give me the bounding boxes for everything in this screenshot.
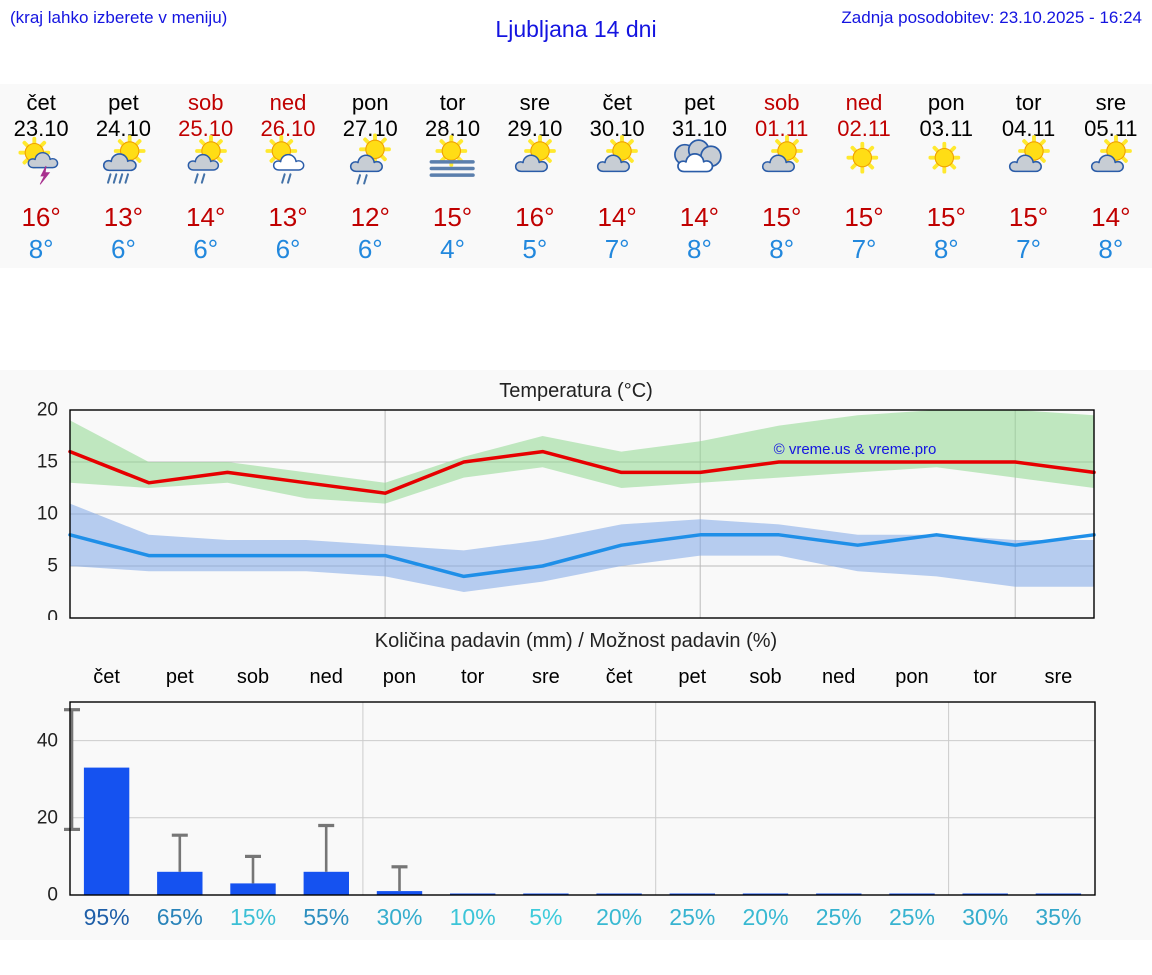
svg-text:© vreme.us & vreme.pro: © vreme.us & vreme.pro [774,441,937,458]
